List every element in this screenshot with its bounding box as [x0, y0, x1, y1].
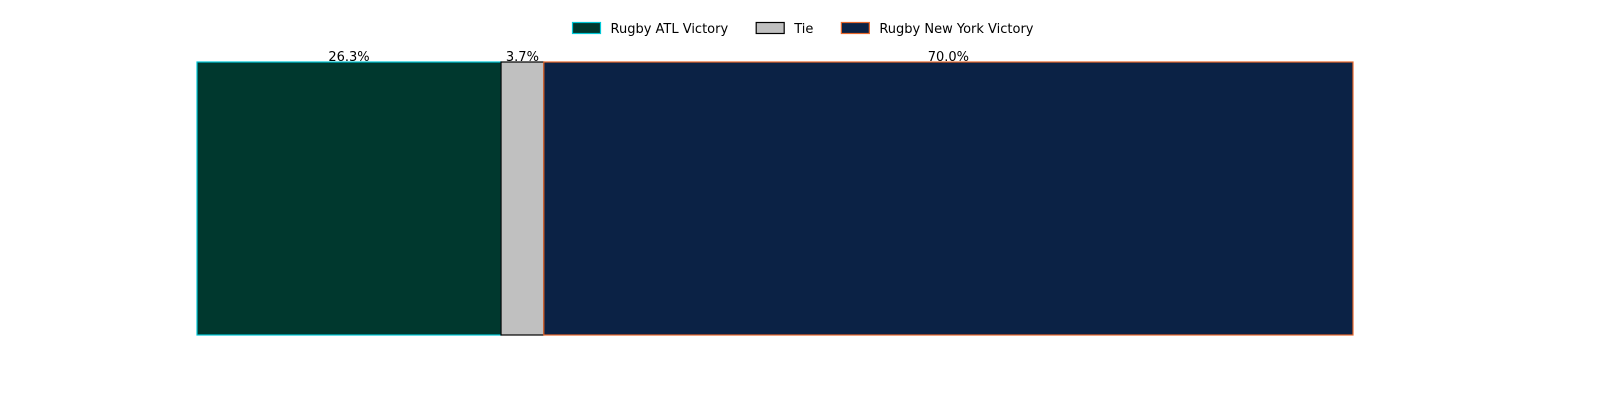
legend-swatch-tie [755, 21, 785, 35]
legend-swatch-rugby-atl-victory [571, 21, 602, 35]
legend-item-rugby-atl-victory: Rugby ATL Victory [571, 21, 729, 37]
legend-item-tie: Tie [755, 21, 813, 37]
legend-label-rugby-atl-victory: Rugby ATL Victory [611, 22, 729, 37]
legend-swatch-rugby-new-york-victory [840, 21, 870, 35]
legend-label-tie: Tie [793, 22, 813, 37]
bar-segment-rugby-new-york-victory [543, 61, 1354, 336]
bar-segment-tie [500, 61, 545, 336]
bars [196, 61, 1354, 336]
data-labels: 26.3% 3.7% 70.0% [328, 50, 969, 65]
legend: Rugby ATL Victory Tie Rugby New York Victo… [571, 21, 1034, 37]
data-label-rugby-atl-victory: 26.3% [328, 50, 369, 65]
data-label-rugby-new-york-victory: 70.0% [928, 50, 969, 65]
data-label-tie: 3.7% [506, 50, 539, 65]
legend-item-rugby-new-york-victory: Rugby New York Victory [840, 21, 1034, 37]
legend-label-rugby-new-york-victory: Rugby New York Victory [879, 22, 1033, 37]
bar-segment-rugby-atl-victory [196, 61, 502, 336]
